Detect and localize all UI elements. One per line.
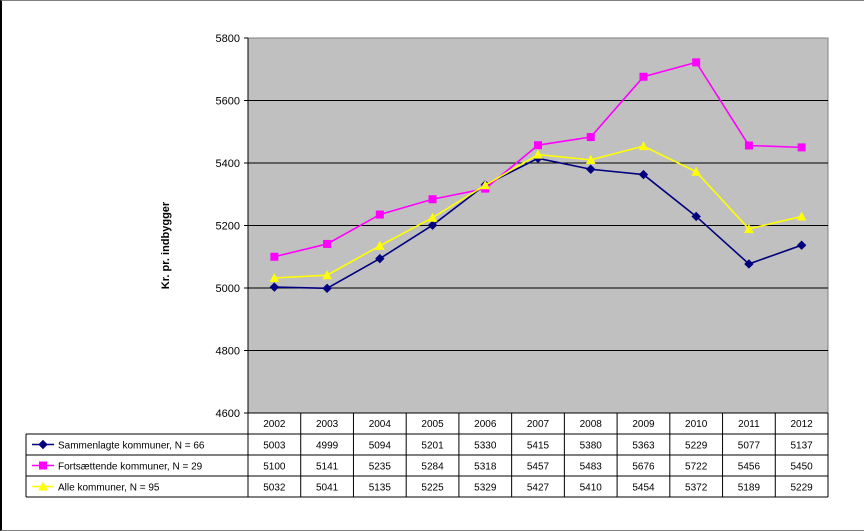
x-category-label: 2011 [738, 419, 760, 430]
data-point-series-2 [375, 210, 384, 219]
table-cell-series-3: 5372 [685, 483, 708, 494]
x-category-label: 2005 [421, 419, 444, 430]
y-tick-label: 4600 [216, 408, 240, 420]
data-point-series-2 [534, 141, 542, 150]
table-cell-series-2: 5141 [316, 462, 339, 473]
table-cell-series-2: 5676 [632, 462, 655, 473]
legend-marker-series-1 [38, 439, 48, 450]
x-category-label: 2010 [685, 419, 708, 430]
table-cell-series-3: 5410 [580, 483, 603, 494]
data-point-series-3 [796, 211, 807, 221]
data-point-series-2 [428, 195, 437, 204]
data-point-series-3 [269, 272, 280, 282]
table-cell-series-3: 5229 [791, 483, 814, 494]
legend-label-series-1: Sammenlagte kommuner, N = 66 [58, 441, 205, 452]
table-cell-series-1: 5094 [369, 441, 392, 452]
data-point-series-3 [638, 141, 649, 151]
data-point-series-3 [533, 149, 543, 159]
table-cell-series-2: 5483 [580, 462, 603, 473]
data-point-series-2 [323, 239, 332, 248]
table-cell-series-2: 5284 [421, 462, 444, 473]
legend-label-series-3: Alle kommuner, N = 95 [58, 483, 160, 494]
data-point-series-1 [691, 211, 701, 222]
y-axis-title: Kr. pr. indbygger [160, 201, 172, 289]
data-point-series-3 [585, 154, 596, 164]
table-cell-series-2: 5457 [527, 462, 550, 473]
table-cell-series-1: 5229 [685, 441, 708, 452]
table-cell-series-1: 5415 [527, 441, 550, 452]
table-cell-series-3: 5454 [632, 483, 655, 494]
data-point-series-3 [744, 223, 754, 233]
data-point-series-1 [586, 164, 596, 174]
data-point-series-1 [744, 259, 754, 269]
table-cell-series-2: 5722 [685, 462, 708, 473]
table-cell-series-3: 5225 [421, 483, 444, 494]
y-tick-label: 5200 [216, 221, 240, 233]
data-point-series-3 [322, 270, 332, 280]
data-point-series-2 [797, 143, 806, 152]
y-tick-label: 5000 [216, 283, 240, 295]
table-cell-series-3: 5041 [316, 483, 339, 494]
legend-marker-series-2 [39, 461, 47, 470]
table-cell-series-1: 5077 [738, 441, 761, 452]
data-point-series-1 [375, 253, 385, 264]
data-point-series-1 [322, 283, 332, 294]
data-point-series-3 [374, 240, 385, 250]
table-cell-series-1: 5201 [421, 441, 444, 452]
table-cell-series-2: 5456 [738, 462, 761, 473]
table-cell-series-2: 5100 [263, 462, 286, 473]
x-category-label: 2003 [316, 419, 339, 430]
table-cell-series-2: 5450 [791, 462, 814, 473]
data-point-series-2 [692, 58, 701, 67]
table-cell-series-3: 5032 [263, 483, 286, 494]
y-tick-label: 5600 [216, 96, 240, 108]
table-cell-series-3: 5329 [474, 483, 497, 494]
x-category-label: 2009 [632, 419, 655, 430]
y-tick-label: 4800 [216, 346, 240, 358]
y-tick-label: 5400 [216, 158, 240, 170]
table-cell-series-1: 5380 [580, 441, 603, 452]
table-cell-series-3: 5427 [527, 483, 550, 494]
x-category-label: 2012 [791, 419, 814, 430]
data-point-series-2 [639, 72, 648, 81]
data-point-series-1 [269, 282, 280, 292]
x-category-label: 2002 [263, 419, 286, 430]
legend-marker-series-3 [38, 481, 48, 491]
data-point-series-3 [480, 180, 491, 190]
legend-label-series-2: Fortsættende kommuner, N = 29 [58, 462, 203, 473]
table-cell-series-1: 5003 [263, 441, 286, 452]
table-cell-series-1: 4999 [316, 441, 339, 452]
x-category-label: 2008 [580, 419, 603, 430]
data-point-series-1 [638, 169, 649, 180]
data-point-series-2 [586, 133, 595, 142]
data-point-series-2 [744, 141, 753, 150]
data-point-series-3 [427, 212, 438, 222]
table-cell-series-2: 5318 [474, 462, 497, 473]
table-cell-series-1: 5330 [474, 441, 497, 452]
x-category-label: 2004 [369, 419, 392, 430]
table-cell-series-1: 5137 [791, 441, 814, 452]
data-point-series-2 [270, 252, 279, 261]
data-point-series-3 [691, 166, 702, 176]
table-cell-series-3: 5135 [369, 483, 392, 494]
data-point-series-1 [427, 220, 438, 230]
y-tick-label: 5800 [216, 33, 240, 45]
x-category-label: 2006 [474, 419, 497, 430]
table-cell-series-2: 5235 [369, 462, 392, 473]
table-cell-series-3: 5189 [738, 483, 761, 494]
data-point-series-1 [796, 240, 807, 250]
x-category-label: 2007 [527, 419, 550, 430]
table-cell-series-1: 5363 [632, 441, 655, 452]
